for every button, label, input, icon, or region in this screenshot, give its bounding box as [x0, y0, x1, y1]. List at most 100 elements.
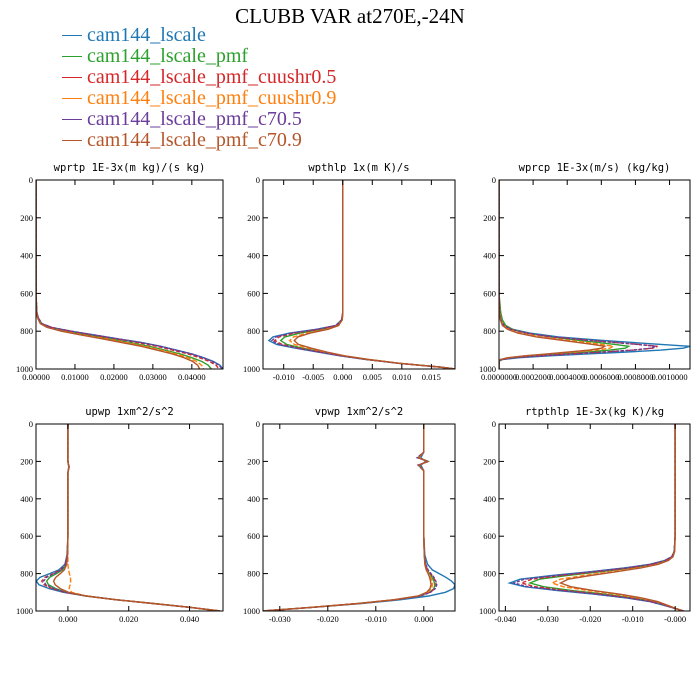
x-tick-label: 0.000 — [414, 614, 433, 624]
y-tick-label: 1000 — [479, 364, 496, 374]
page-title: CLUBB VAR at270E,-24N — [235, 4, 465, 28]
y-tick-label: 800 — [247, 326, 260, 336]
chart-panel: upwp 1xm^2/s^2 0 200 400 600 800 1000 0.000 0.02… — [16, 406, 224, 624]
y-tick-label: 0 — [256, 175, 260, 185]
y-tick-label: 1000 — [16, 364, 33, 374]
y-tick-label: 600 — [247, 531, 260, 541]
x-tick-label: 0.00000 — [22, 372, 50, 382]
series-line — [263, 424, 438, 611]
series-line — [519, 424, 684, 611]
x-tick-label: -0.010 — [365, 614, 387, 624]
series-line — [288, 180, 455, 369]
legend-label: cam144_lscale_pmf_cuushr0.9 — [87, 87, 337, 109]
series-line — [558, 424, 684, 611]
series-line — [36, 424, 221, 611]
legend-label: cam144_lscale_pmf — [87, 45, 249, 67]
y-tick-label: 400 — [483, 251, 496, 261]
x-tick-label: -0.020 — [317, 614, 339, 624]
y-tick-label: 0 — [29, 419, 33, 429]
series-line — [550, 424, 684, 611]
y-tick-label: 1000 — [479, 606, 496, 616]
legend-swatch — [62, 98, 82, 99]
legend-label: cam144_lscale_pmf_cuushr0.5 — [87, 66, 337, 88]
x-tick-label: 0.04000 — [178, 372, 206, 382]
x-tick-label: 0.0000000 — [481, 372, 517, 382]
series-line — [293, 180, 455, 369]
y-tick-label: 200 — [247, 213, 260, 223]
x-tick-label: 0.0002000 — [515, 372, 551, 382]
x-tick-label: 0.0004000 — [549, 372, 585, 382]
y-tick-label: 200 — [483, 456, 496, 466]
y-tick-label: 800 — [483, 569, 496, 579]
chart-panel: wprcp 1E-3x(m/s) (kg/kg) 0 200 400 600 800 100… — [479, 162, 691, 382]
series-line — [36, 180, 205, 369]
series-line — [267, 180, 455, 369]
chart-panel: rtpthlp 1E-3x(kg K)/kg02004006008001000-… — [479, 406, 691, 624]
series-line — [263, 424, 438, 611]
y-tick-label: 800 — [247, 569, 260, 579]
legend-swatch — [62, 56, 82, 57]
y-tick-label: 600 — [483, 531, 496, 541]
x-tick-label: -0.000 — [664, 614, 686, 624]
plot-frame — [35, 423, 224, 612]
x-tick-label: 0.02000 — [100, 372, 128, 382]
y-tick-label: 1000 — [243, 364, 260, 374]
panel-title: wprtp 1E-3x(m kg)/(s kg) — [54, 162, 206, 174]
legend-swatch — [62, 119, 82, 120]
series-line — [45, 424, 221, 611]
series-line — [263, 424, 432, 611]
chart-panel: wpthlp 1x(m K)/s 0 200 400 600 800 1000 -0.010-… — [243, 162, 456, 382]
x-tick-label: -0.030 — [537, 614, 559, 624]
series-line — [511, 424, 684, 611]
series-line — [52, 424, 221, 611]
x-tick-label: -0.030 — [269, 614, 291, 624]
panel-title: rtpthlp 1E-3x(kg K)/kg — [525, 406, 664, 418]
series-line — [36, 180, 223, 369]
chart-panel: wprtp 1E-3x(m kg)/(s kg) 0 200 400 600 800 100… — [16, 162, 224, 382]
series-line — [507, 424, 684, 611]
legend-swatch — [62, 77, 82, 78]
series-line — [279, 180, 455, 369]
series-line — [270, 180, 455, 369]
x-tick-label: -0.005 — [302, 372, 324, 382]
y-tick-label: 800 — [20, 569, 33, 579]
panel-title: wprcp 1E-3x(m/s) (kg/kg) — [519, 162, 671, 174]
series-line — [36, 180, 201, 369]
y-tick-label: 200 — [483, 213, 496, 223]
legend-swatch — [62, 35, 82, 36]
y-tick-label: 0 — [492, 175, 496, 185]
panel-title: vpwp 1xm^2/s^2 — [315, 406, 404, 418]
y-tick-label: 400 — [20, 251, 33, 261]
y-tick-label: 800 — [483, 326, 496, 336]
legend-label: cam144_lscale_pmf_c70.5 — [87, 108, 302, 130]
x-tick-label: 0.01000 — [61, 372, 89, 382]
y-tick-label: 600 — [20, 531, 33, 541]
y-tick-label: 600 — [247, 288, 260, 298]
y-tick-label: 0 — [29, 175, 33, 185]
y-tick-label: 400 — [247, 494, 260, 504]
x-tick-label: -0.040 — [494, 614, 516, 624]
series-line — [263, 424, 455, 611]
plot-frame — [35, 179, 224, 370]
series-line — [499, 180, 607, 369]
plot-frame — [498, 179, 691, 370]
x-tick-label: -0.010 — [622, 614, 644, 624]
y-tick-label: 400 — [247, 251, 260, 261]
x-tick-label: 0.010 — [392, 372, 411, 382]
x-tick-label: 0.020 — [119, 614, 138, 624]
legend-label: cam144_lscale_pmf_c70.9 — [87, 129, 302, 151]
series-line — [42, 424, 221, 611]
series-line — [263, 424, 436, 611]
x-tick-label: 0.000 — [333, 372, 352, 382]
x-tick-label: 0.0006000 — [583, 372, 619, 382]
y-tick-label: 0 — [256, 419, 260, 429]
y-tick-label: 400 — [483, 494, 496, 504]
x-tick-label: 0.005 — [363, 372, 382, 382]
plot-frame — [262, 423, 456, 612]
y-tick-label: 200 — [247, 456, 260, 466]
x-tick-label: 0.0010000 — [651, 372, 687, 382]
x-tick-label: -0.020 — [579, 614, 601, 624]
series-line — [273, 180, 455, 369]
y-tick-label: 200 — [20, 213, 33, 223]
y-tick-label: 1000 — [16, 606, 33, 616]
